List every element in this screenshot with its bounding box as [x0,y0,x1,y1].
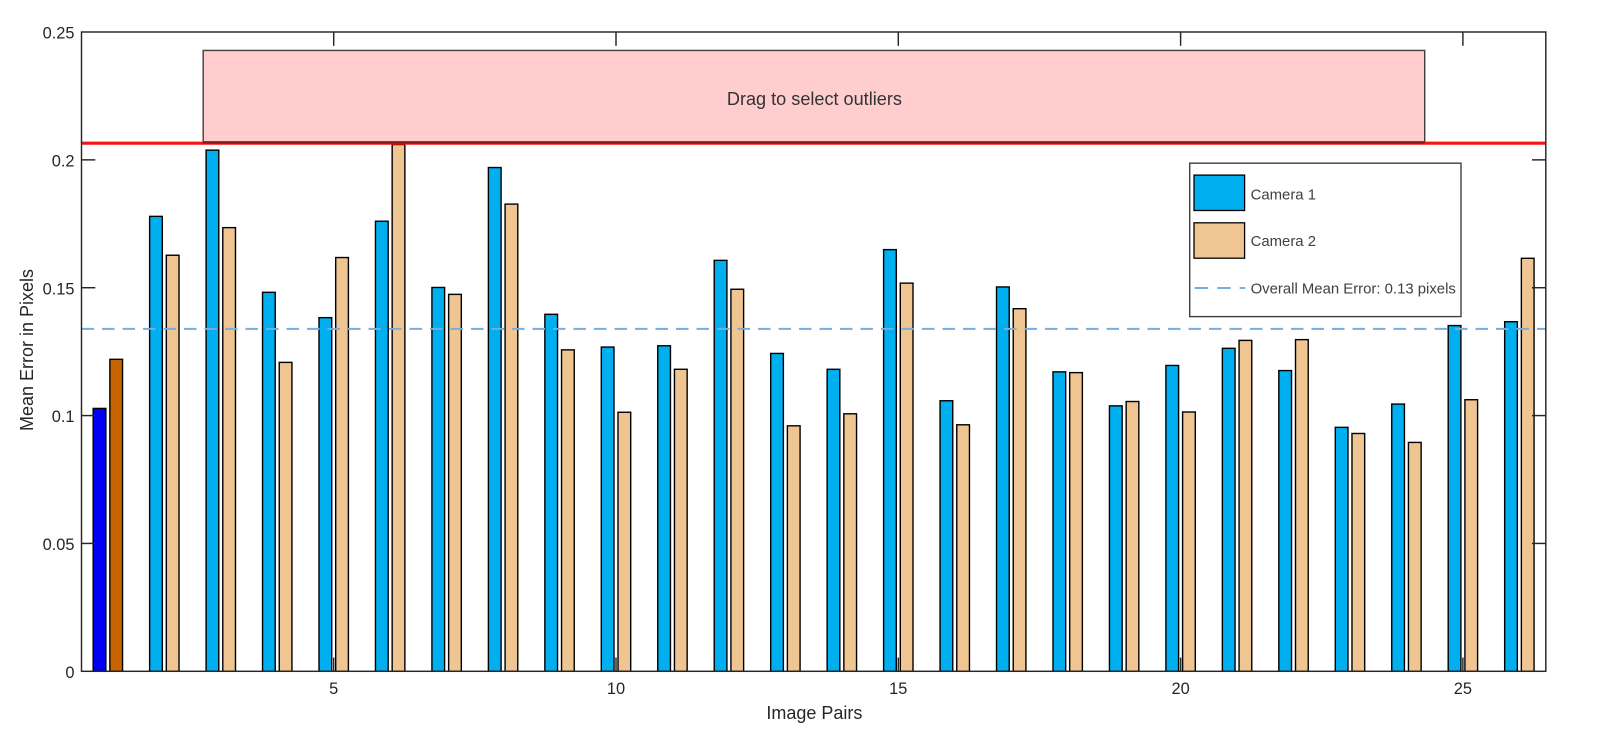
svg-text:0: 0 [65,664,74,682]
svg-text:Camera 1: Camera 1 [1251,187,1316,203]
svg-text:5: 5 [329,680,338,698]
svg-text:20: 20 [1171,680,1189,698]
svg-text:25: 25 [1454,680,1472,698]
svg-text:0.15: 0.15 [43,280,75,298]
svg-text:10: 10 [607,680,625,698]
svg-text:Mean Error in Pixels: Mean Error in Pixels [17,269,37,431]
svg-text:0.05: 0.05 [43,536,75,554]
svg-text:0.2: 0.2 [52,152,75,170]
svg-text:0.1: 0.1 [52,408,75,426]
svg-text:Camera 2: Camera 2 [1251,234,1316,250]
svg-text:15: 15 [889,680,907,698]
svg-text:Image Pairs: Image Pairs [766,703,862,723]
svg-text:Drag to select outliers: Drag to select outliers [727,89,902,109]
svg-text:Overall Mean Error: 0.13 pixel: Overall Mean Error: 0.13 pixels [1251,281,1456,297]
svg-text:0.25: 0.25 [43,25,75,43]
